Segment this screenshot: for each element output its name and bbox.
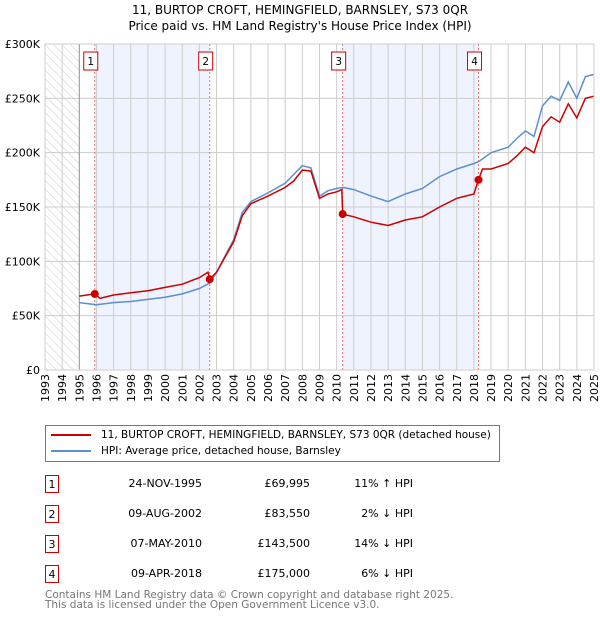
sale-label: 3 xyxy=(335,56,342,68)
x-tick-label: 2025 xyxy=(588,374,600,402)
x-tick-label: 2007 xyxy=(279,374,292,402)
x-tick-label: 2020 xyxy=(502,374,515,402)
footer-line: Contains HM Land Registry data © Crown c… xyxy=(45,589,454,601)
x-tick-label: 2019 xyxy=(485,374,498,402)
y-tick-label: £150K xyxy=(5,201,41,214)
x-tick-label: 2003 xyxy=(211,374,224,402)
plot-border xyxy=(44,43,595,371)
sale-hpi-diff: 14% ↓ HPI xyxy=(354,537,413,550)
sale-point xyxy=(205,275,214,284)
x-tick-label: 2017 xyxy=(451,374,464,402)
sale-label-box xyxy=(331,51,347,71)
sale-number: 3 xyxy=(45,535,59,553)
sale-hpi-diff: 6% ↓ HPI xyxy=(361,567,413,580)
legend-line-blue xyxy=(51,450,91,452)
chart-subtitle: Price paid vs. HM Land Registry's House … xyxy=(128,19,471,33)
x-tick-label: 2015 xyxy=(416,374,429,402)
sale-date: 24-NOV-1995 xyxy=(128,477,202,490)
x-tick-label: 2008 xyxy=(296,374,309,402)
legend-item-hpi: HPI: Average price, detached house, Barn… xyxy=(46,445,341,457)
sale-label-box xyxy=(198,51,214,71)
y-tick-label: £50K xyxy=(12,310,41,323)
sale-price: £175,000 xyxy=(257,567,311,580)
sale-label: 2 xyxy=(202,56,209,68)
sale-point xyxy=(338,210,347,219)
sale-number: 1 xyxy=(45,475,59,493)
x-tick-label: 2016 xyxy=(434,374,447,402)
footer: Contains HM Land Registry data © Crown c… xyxy=(45,589,454,611)
y-tick-label: £250K xyxy=(5,92,41,105)
sale-hpi-diff: 11% ↑ HPI xyxy=(354,477,413,490)
legend: 11, BURTOP CROFT, HEMINGFIELD, BARNSLEY,… xyxy=(45,425,500,462)
y-tick-label: £100K xyxy=(5,255,41,268)
sale-point xyxy=(474,175,483,184)
sale-date: 07-MAY-2010 xyxy=(130,537,202,550)
x-tick-label: 2014 xyxy=(399,374,412,402)
legend-label: 11, BURTOP CROFT, HEMINGFIELD, BARNSLEY,… xyxy=(101,429,491,441)
x-tick-label: 1993 xyxy=(39,374,52,402)
x-tick-label: 2004 xyxy=(228,374,241,402)
y-tick-label: £0 xyxy=(26,364,40,377)
x-tick-label: 1996 xyxy=(90,374,103,402)
x-tick-label: 2009 xyxy=(314,374,327,402)
footer-line: This data is licensed under the Open Gov… xyxy=(45,599,380,611)
x-tick-label: 2000 xyxy=(159,374,172,402)
x-tick-label: 2018 xyxy=(468,374,481,402)
x-tick-label: 1998 xyxy=(125,374,138,402)
x-tick-label: 2013 xyxy=(382,374,395,402)
x-tick-label: 1994 xyxy=(56,374,69,402)
sale-row: 4 09-APR-2018 £175,000 6% ↓ HPI xyxy=(45,565,445,583)
sale-point xyxy=(90,289,99,298)
sale-row: 2 09-AUG-2002 £83,550 2% ↓ HPI xyxy=(45,505,445,523)
sale-number: 2 xyxy=(45,505,59,523)
sale-label-box xyxy=(83,51,99,71)
x-tick-label: 2001 xyxy=(176,374,189,402)
legend-label: HPI: Average price, detached house, Barn… xyxy=(101,445,341,457)
sale-date: 09-AUG-2002 xyxy=(128,507,202,520)
sale-hpi-diff: 2% ↓ HPI xyxy=(361,507,413,520)
sale-row: 3 07-MAY-2010 £143,500 14% ↓ HPI xyxy=(45,535,445,553)
sale-label: 1 xyxy=(87,56,94,68)
price-line xyxy=(79,95,595,300)
x-tick-label: 2012 xyxy=(365,374,378,402)
sale-number: 4 xyxy=(45,565,59,583)
sale-date: 09-APR-2018 xyxy=(130,567,202,580)
sale-price: £143,500 xyxy=(257,537,311,550)
y-tick-label: £300K xyxy=(5,38,41,51)
sale-label-box xyxy=(467,51,483,71)
legend-item-price: 11, BURTOP CROFT, HEMINGFIELD, BARNSLEY,… xyxy=(46,429,491,441)
sale-row: 1 24-NOV-1995 £69,995 11% ↑ HPI xyxy=(45,475,445,493)
y-tick-label: £200K xyxy=(5,147,41,160)
x-tick-label: 2022 xyxy=(537,374,550,402)
x-tick-label: 1995 xyxy=(73,374,86,402)
x-tick-label: 1999 xyxy=(142,374,155,402)
x-tick-label: 2011 xyxy=(348,374,361,402)
sale-label: 4 xyxy=(471,56,478,68)
x-tick-label: 2005 xyxy=(245,374,258,402)
legend-line-red xyxy=(51,434,91,436)
x-tick-label: 2024 xyxy=(571,374,584,402)
chart-title: 11, BURTOP CROFT, HEMINGFIELD, BARNSLEY,… xyxy=(132,3,468,17)
hpi-line xyxy=(79,73,595,306)
x-tick-label: 2023 xyxy=(554,374,567,402)
x-tick-label: 2002 xyxy=(193,374,206,402)
x-tick-label: 2021 xyxy=(519,374,532,402)
sale-price: £83,550 xyxy=(264,507,311,520)
price-chart: 11, BURTOP CROFT, HEMINGFIELD, BARNSLEY,… xyxy=(5,3,600,402)
sale-price: £69,995 xyxy=(264,477,311,490)
x-tick-label: 2006 xyxy=(262,374,275,402)
x-tick-label: 1997 xyxy=(108,374,121,402)
x-tick-label: 2010 xyxy=(331,374,344,402)
